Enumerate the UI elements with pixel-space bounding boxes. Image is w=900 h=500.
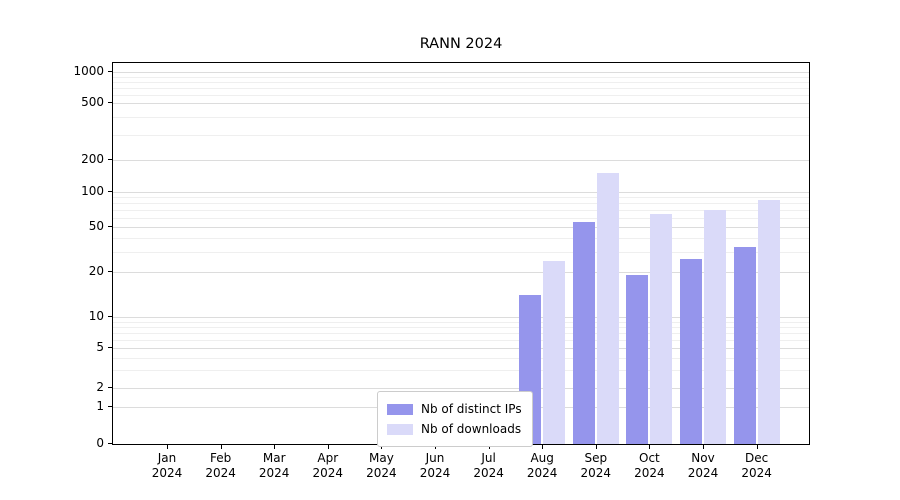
x-tick-label: Nov 2024 [687, 451, 719, 480]
bar-nb-of-distinct-ips-sep-2024 [572, 222, 595, 444]
legend-label-distinct-ips: Nb of distinct IPs [421, 402, 522, 416]
minor-gridline [113, 134, 809, 136]
legend-label-downloads: Nb of downloads [421, 422, 522, 436]
x-tick-mark [542, 445, 544, 449]
minor-gridline [113, 370, 809, 372]
x-tick-mark [220, 445, 222, 449]
minor-gridline [113, 326, 809, 328]
x-tick-mark [435, 445, 436, 449]
x-tick-mark [327, 445, 329, 449]
y-tick-label: 5 [96, 340, 104, 354]
major-gridline [113, 72, 809, 73]
y-tick-mark [108, 443, 112, 444]
y-tick-mark [108, 387, 112, 388]
y-tick-mark [108, 102, 112, 103]
y-tick-mark [108, 191, 112, 192]
x-tick-mark [649, 445, 651, 449]
legend-item-downloads: Nb of downloads [387, 419, 522, 439]
minor-gridline [113, 116, 809, 118]
major-gridline [113, 160, 809, 161]
x-tick-mark [488, 445, 490, 449]
x-tick-mark [274, 445, 276, 449]
x-tick-label: Sep 2024 [580, 451, 612, 480]
bar-nb-of-distinct-ips-oct-2024 [626, 275, 649, 444]
x-tick-mark [595, 445, 597, 449]
major-gridline [113, 317, 809, 318]
y-tick-mark [108, 406, 112, 407]
legend-swatch-downloads [387, 423, 413, 435]
x-tick-label: Oct 2024 [634, 451, 665, 480]
y-tick-mark [108, 226, 112, 227]
x-tick-mark [703, 445, 704, 449]
minor-gridline [113, 210, 809, 211]
x-tick-label: Aug 2024 [526, 451, 558, 480]
bar-nb-of-downloads-dec-2024 [757, 200, 780, 444]
bar-nb-of-downloads-oct-2024 [650, 213, 673, 444]
x-tick-mark [381, 445, 383, 449]
bar-nb-of-distinct-ips-dec-2024 [733, 247, 756, 444]
x-tick-label: Jul 2024 [473, 451, 504, 480]
minor-gridline [113, 237, 809, 239]
minor-gridline [113, 197, 809, 199]
y-tick-mark [108, 347, 112, 348]
y-tick-label: 500 [81, 95, 104, 109]
plot-area [112, 62, 810, 445]
y-tick-label: 50 [88, 219, 104, 233]
major-gridline [113, 192, 809, 193]
minor-gridline [113, 217, 809, 219]
major-gridline [113, 103, 809, 104]
major-gridline [113, 272, 809, 273]
major-gridline [113, 227, 809, 228]
x-tick-label: Dec 2024 [741, 451, 772, 480]
x-tick-label: Jun 2024 [419, 451, 451, 480]
minor-gridline [113, 81, 809, 83]
minor-gridline [113, 357, 809, 359]
y-tick-label: 1 [96, 399, 104, 413]
x-tick-label: May 2024 [366, 451, 397, 480]
x-tick-label: Mar 2024 [258, 451, 290, 480]
y-tick-label: 2 [96, 380, 104, 394]
minor-gridline [113, 332, 809, 334]
y-tick-mark [108, 316, 112, 317]
y-tick-mark [108, 71, 112, 72]
x-tick-mark [756, 445, 758, 449]
major-gridline [113, 388, 809, 389]
y-tick-label: 20 [88, 264, 104, 278]
minor-gridline [113, 94, 809, 96]
y-tick-mark [108, 159, 112, 160]
major-gridline [113, 348, 809, 349]
minor-gridline [113, 76, 809, 78]
bar-nb-of-downloads-nov-2024 [704, 210, 726, 444]
x-tick-label: Jan 2024 [151, 451, 183, 480]
y-tick-label: 10 [88, 309, 104, 323]
y-tick-label: 100 [81, 184, 104, 198]
minor-gridline [113, 339, 809, 341]
legend: Nb of distinct IPs Nb of downloads [377, 391, 533, 447]
y-tick-label: 200 [81, 152, 104, 166]
y-tick-mark [108, 271, 112, 272]
legend-item-distinct-ips: Nb of distinct IPs [387, 399, 522, 419]
y-tick-label: 1000 [73, 64, 104, 78]
legend-swatch-distinct-ips [387, 403, 413, 415]
bar-nb-of-distinct-ips-nov-2024 [680, 259, 702, 444]
minor-gridline [113, 203, 809, 205]
bar-nb-of-downloads-aug-2024 [543, 261, 566, 444]
minor-gridline [113, 87, 809, 89]
minor-gridline [113, 252, 809, 254]
x-tick-mark [167, 445, 168, 449]
bar-nb-of-downloads-sep-2024 [596, 173, 619, 444]
chart-title: RANN 2024 [419, 36, 503, 52]
minor-gridline [113, 321, 809, 323]
x-tick-label: Apr 2024 [312, 451, 344, 480]
x-tick-label: Feb 2024 [205, 451, 236, 480]
y-tick-label: 0 [96, 436, 104, 450]
